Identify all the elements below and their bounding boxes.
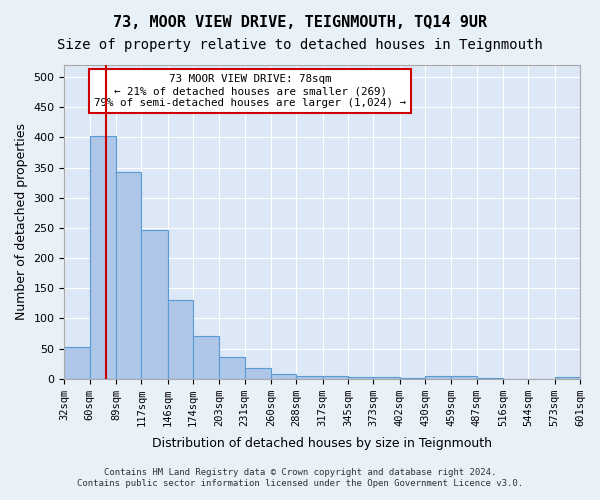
Text: 73, MOOR VIEW DRIVE, TEIGNMOUTH, TQ14 9UR: 73, MOOR VIEW DRIVE, TEIGNMOUTH, TQ14 9U… bbox=[113, 15, 487, 30]
Text: Contains HM Land Registry data © Crown copyright and database right 2024.
Contai: Contains HM Land Registry data © Crown c… bbox=[77, 468, 523, 487]
Bar bbox=[90, 136, 116, 378]
Bar bbox=[245, 368, 271, 378]
Bar bbox=[425, 376, 451, 378]
Bar bbox=[116, 172, 142, 378]
Bar bbox=[142, 230, 168, 378]
Y-axis label: Number of detached properties: Number of detached properties bbox=[15, 124, 28, 320]
Bar bbox=[271, 374, 296, 378]
Bar bbox=[323, 376, 348, 378]
Bar bbox=[168, 300, 193, 378]
Bar bbox=[296, 376, 323, 378]
X-axis label: Distribution of detached houses by size in Teignmouth: Distribution of detached houses by size … bbox=[152, 437, 492, 450]
Bar bbox=[451, 376, 476, 378]
Bar bbox=[220, 357, 245, 378]
Bar bbox=[193, 336, 220, 378]
Text: 73 MOOR VIEW DRIVE: 78sqm
← 21% of detached houses are smaller (269)
79% of semi: 73 MOOR VIEW DRIVE: 78sqm ← 21% of detac… bbox=[94, 74, 406, 108]
Bar bbox=[348, 377, 373, 378]
Bar bbox=[64, 348, 90, 378]
Text: Size of property relative to detached houses in Teignmouth: Size of property relative to detached ho… bbox=[57, 38, 543, 52]
Bar bbox=[554, 377, 580, 378]
